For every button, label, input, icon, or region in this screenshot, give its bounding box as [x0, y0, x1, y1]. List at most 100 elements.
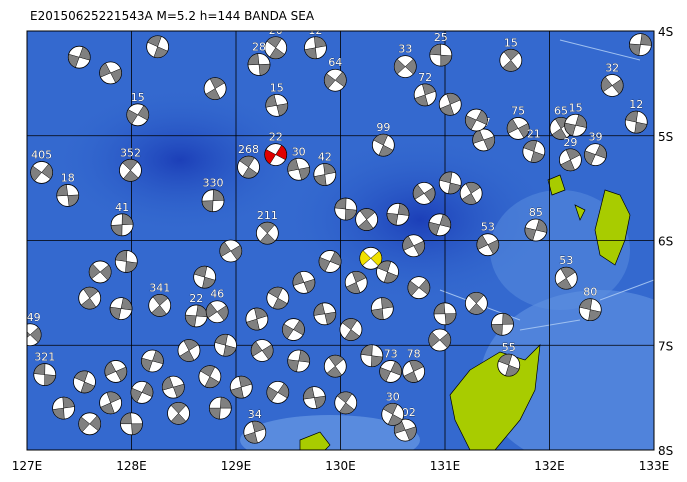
map-title: E20150625221543A M=5.2 h=144 BANDA SEA [30, 9, 315, 23]
beachball [266, 380, 290, 404]
depth-label: 46 [210, 288, 224, 301]
depth-label: 64 [328, 56, 342, 69]
beachball-compression [498, 353, 520, 377]
depth-label: 55 [502, 341, 516, 354]
beachball [499, 48, 523, 72]
depth-label: 72 [418, 71, 432, 84]
beachball [205, 300, 229, 324]
beachball-compression [601, 76, 624, 95]
depth-label: 99 [376, 121, 390, 134]
beachball-compression [246, 307, 268, 331]
lon-label: 127E [12, 459, 43, 473]
beachball [255, 221, 279, 245]
depth-label: 78 [407, 347, 421, 360]
beachball-compression [104, 361, 128, 382]
beachball [428, 213, 452, 237]
beachball-compression [68, 46, 91, 68]
beachball-compression [579, 298, 602, 321]
beachball-compression [52, 396, 75, 420]
beachball [318, 250, 342, 273]
beachball [497, 353, 521, 377]
depth-label: 30 [292, 145, 306, 158]
beachball-compression [30, 163, 53, 182]
depth-label: 449 [20, 311, 41, 324]
beachball-compression [326, 355, 345, 378]
depth-label: 22 [189, 292, 203, 305]
beachball [33, 363, 57, 386]
beachball-compression [402, 235, 425, 256]
beachball-compression [357, 208, 376, 231]
beachball-compression [214, 334, 237, 357]
beachball [339, 318, 363, 341]
depth-label: 42 [318, 151, 332, 164]
depth-label: 80 [583, 286, 597, 299]
beachball-compression [556, 266, 576, 290]
beachball [323, 68, 347, 92]
beachball-compression [122, 159, 139, 182]
beachball-compression [56, 184, 79, 207]
beachball-compression [334, 197, 357, 221]
beachball [27, 323, 42, 347]
beachball [266, 286, 290, 310]
beachball [459, 181, 483, 205]
beachball-compression [468, 292, 485, 315]
beachball [203, 77, 227, 101]
beachball [119, 158, 142, 182]
beachball-compression [465, 109, 488, 131]
beachball-compression [373, 133, 394, 157]
beachball [67, 45, 91, 69]
lon-label: 128E [116, 459, 147, 473]
beachball [237, 155, 260, 179]
beachball-compression [230, 375, 253, 399]
lat-label: 8S [658, 444, 673, 458]
beachball [344, 270, 368, 294]
beachball-compression [201, 189, 225, 212]
beachball-compression [130, 382, 154, 403]
beachball-compression [584, 144, 607, 166]
beachball [371, 133, 395, 157]
beachball-compression [524, 219, 548, 241]
beachball [472, 128, 496, 152]
beachball [264, 143, 288, 167]
beachball [243, 420, 267, 444]
beachball-compression [313, 163, 336, 186]
beachball-compression [414, 83, 436, 107]
depth-label: 12 [308, 24, 322, 37]
depth-label: 268 [238, 143, 259, 156]
beachball [464, 108, 488, 132]
beachball-compression [379, 361, 402, 382]
beachball-compression [151, 294, 169, 317]
beachball [359, 246, 383, 270]
beachball-compression [250, 341, 274, 360]
beachball-compression [109, 297, 133, 320]
beachball [78, 286, 102, 310]
beachball [88, 260, 112, 284]
beachball [264, 36, 288, 60]
beachball [193, 265, 217, 289]
beachball [355, 208, 379, 231]
beachball-compression [502, 49, 520, 72]
beachball [214, 333, 237, 357]
beachball-compression [287, 349, 310, 373]
beachball [629, 33, 652, 57]
beachball [381, 402, 405, 426]
beachball [402, 234, 426, 258]
beachball-compression [523, 140, 545, 163]
beachball [506, 117, 530, 140]
beachball-compression [461, 182, 481, 205]
depth-label: 33 [398, 43, 412, 56]
lat-label: 7S [658, 339, 673, 353]
beachball [313, 302, 337, 326]
beachball-compression [303, 386, 326, 409]
beachball [402, 360, 426, 383]
beachball [99, 61, 122, 85]
focal-mechanisms: 3325152432126515752129394799722230268424… [20, 24, 652, 444]
depth-label: 65 [554, 104, 568, 117]
depth-label: 20 [269, 24, 283, 37]
beachball [624, 110, 648, 134]
beachball-compression [359, 250, 383, 267]
beachball-compression [376, 260, 399, 284]
beachball [313, 163, 337, 186]
beachball-compression [433, 302, 457, 326]
